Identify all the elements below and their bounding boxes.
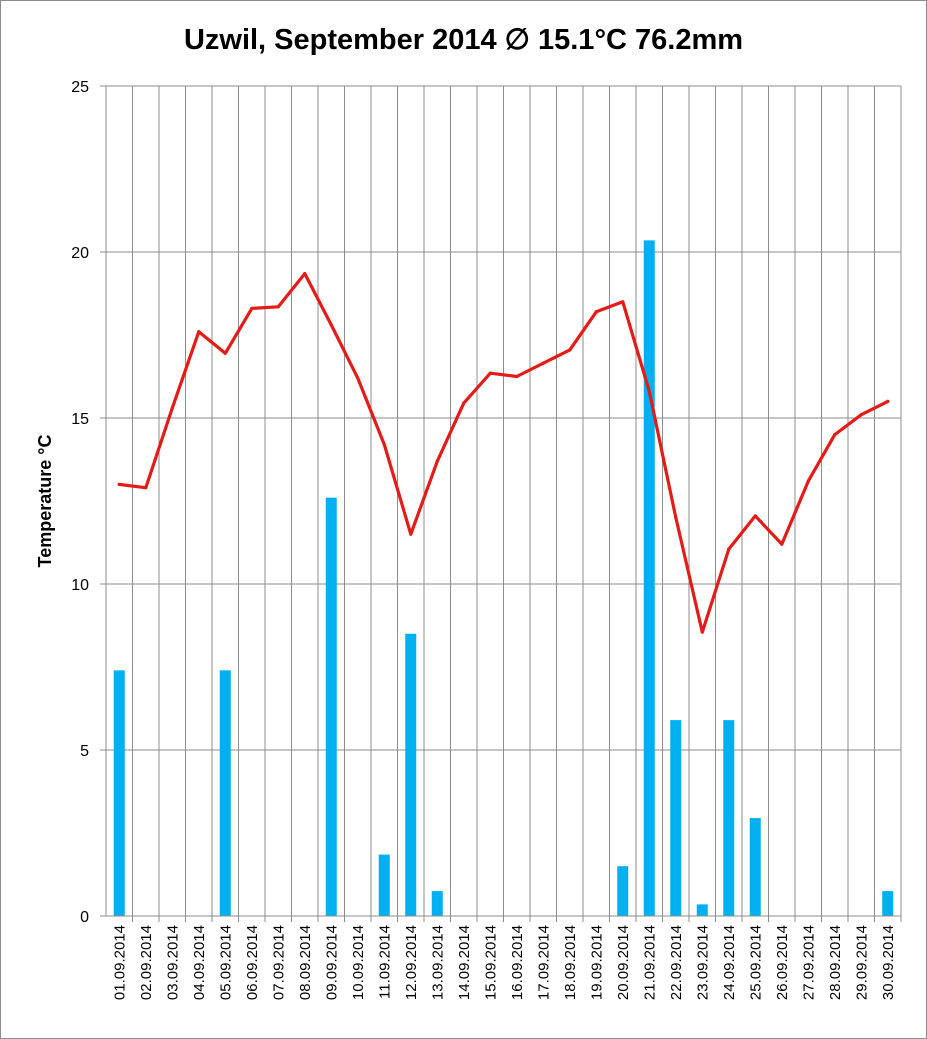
temperature-point [409, 532, 413, 536]
precipitation-bar [378, 854, 390, 916]
y-tick-label: 15 [71, 411, 89, 428]
y-tick-label: 5 [80, 743, 89, 760]
temperature-point [144, 486, 148, 490]
precipitation-bar [643, 240, 655, 916]
x-tick-label: 28.09.2014 [827, 925, 844, 1000]
x-tick-label: 01.09.2014 [111, 925, 128, 1000]
temperature-point [303, 271, 307, 276]
x-tick-label: 12.09.2014 [403, 925, 420, 1000]
y-tick-label: 0 [80, 909, 89, 926]
precipitation-bar [405, 633, 417, 916]
y-tick-label: 20 [71, 245, 89, 262]
temperature-point [276, 305, 280, 309]
precipitation-bar [325, 497, 337, 916]
temperature-point [223, 351, 227, 355]
chart-title: Uzwil, September 2014 ∅ 15.1°C 76.2mm [183, 24, 744, 56]
temperature-point [117, 482, 121, 486]
temperature-point [780, 542, 784, 546]
precipitation-bar [749, 818, 761, 916]
axis-layer: 0 5 10 15 20 25 01.09.2014 02.09.2014 03.09.2014… [71, 79, 902, 1000]
x-tick-label: 21.09.2014 [641, 925, 658, 1000]
precipitation-bar [219, 670, 231, 916]
x-tick-label: 27.09.2014 [800, 925, 817, 1000]
temperature-point [568, 348, 572, 352]
temperature-point [647, 389, 651, 394]
temperature-point [886, 399, 890, 403]
y-tick-label: 25 [71, 79, 89, 96]
precipitation-bar [696, 904, 708, 916]
temperature-point [197, 330, 201, 334]
temperature-point [621, 300, 625, 304]
temperature-point [594, 310, 598, 314]
temperature-point [356, 376, 360, 380]
precipitation-bar [617, 866, 629, 916]
temperature-point [806, 479, 810, 483]
x-tick-label: 11.09.2014 [376, 925, 393, 999]
temperature-point [674, 516, 678, 520]
temperature-point [250, 306, 254, 311]
x-tick-label: 02.09.2014 [138, 925, 155, 1000]
bar-series [113, 240, 894, 916]
temperature-point [753, 514, 757, 518]
precipitation-bar [670, 720, 682, 916]
temperature-point [833, 433, 837, 437]
x-tick-label: 29.09.2014 [853, 925, 870, 1000]
x-tick-label: 30.09.2014 [880, 925, 897, 1000]
temperature-point [170, 406, 174, 410]
x-tick-label: 14.09.2014 [456, 925, 473, 1000]
x-tick-label: 08.09.2014 [297, 925, 314, 1000]
x-tick-label: 17.09.2014 [535, 925, 552, 1000]
temperature-point [700, 630, 704, 634]
x-tick-label: 18.09.2014 [562, 925, 579, 1000]
y-axis-title: Temperature °C [35, 435, 55, 568]
precipitation-bar [113, 670, 125, 916]
x-tick-label: 20.09.2014 [615, 925, 632, 1000]
temperature-point [488, 371, 492, 375]
temperature-point [462, 401, 466, 405]
x-tick-label: 07.09.2014 [270, 925, 287, 1000]
temperature-point [727, 547, 731, 551]
x-tick-label: 25.09.2014 [747, 925, 764, 1000]
temperature-point [541, 361, 545, 365]
precipitation-bar [431, 891, 443, 916]
temperature-point [382, 442, 386, 447]
x-tick-label: 23.09.2014 [694, 925, 711, 1000]
x-tick-label: 24.09.2014 [721, 925, 738, 1000]
precipitation-bar [723, 720, 735, 916]
temperature-point [329, 323, 333, 327]
x-tick-label: 04.09.2014 [191, 925, 208, 1000]
x-tick-label: 03.09.2014 [164, 925, 181, 1000]
temperature-point [435, 459, 439, 463]
y-tick-label: 10 [71, 577, 89, 594]
x-tick-label: 16.09.2014 [509, 925, 526, 1000]
temperature-line [117, 272, 890, 634]
line-series [117, 271, 890, 634]
x-tick-label: 15.09.2014 [482, 925, 499, 1000]
temperature-point [859, 413, 863, 417]
x-tick-label: 10.09.2014 [350, 925, 367, 1000]
x-tick-label: 19.09.2014 [588, 925, 605, 1000]
x-tick-label: 26.09.2014 [774, 925, 791, 1000]
x-tick-label: 06.09.2014 [244, 925, 261, 1000]
precipitation-bar [882, 891, 894, 916]
x-tick-label: 22.09.2014 [668, 925, 685, 1000]
x-tick-label: 05.09.2014 [217, 925, 234, 1000]
temperature-point [515, 374, 519, 379]
x-tick-label: 13.09.2014 [429, 925, 446, 1000]
x-tick-label: 09.09.2014 [323, 925, 340, 1000]
